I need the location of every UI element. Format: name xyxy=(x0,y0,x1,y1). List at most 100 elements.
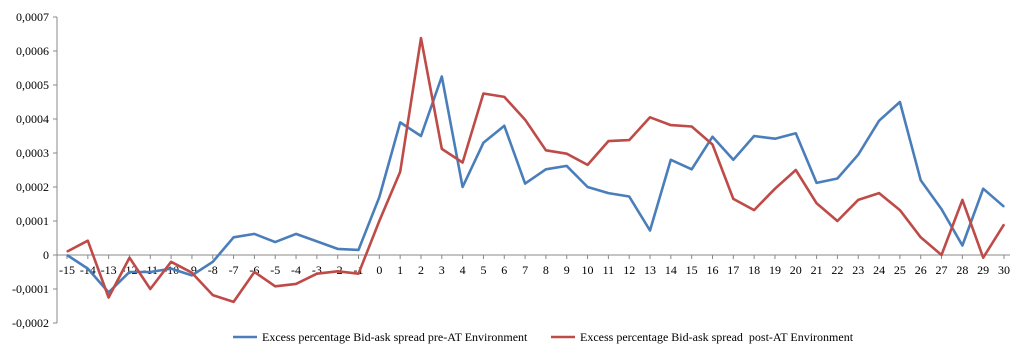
series-0-point xyxy=(66,254,68,256)
series-0-point xyxy=(87,268,89,270)
series-1-point xyxy=(1003,223,1005,225)
series-1-point xyxy=(503,96,505,98)
series-0-point xyxy=(816,182,818,184)
series-0-point xyxy=(212,261,214,263)
series-0-point xyxy=(899,101,901,103)
legend-label-1: Excess percentage Bid-ask spread post-AT… xyxy=(580,330,854,344)
series-0-point xyxy=(711,136,714,138)
series-0-point xyxy=(920,179,922,181)
x-tick-label: 8 xyxy=(543,263,549,277)
x-tick-label: -8 xyxy=(208,263,218,277)
series-1-point xyxy=(816,202,818,204)
series-1-point xyxy=(899,209,901,211)
x-tick-label: -13 xyxy=(101,263,117,277)
series-1-point xyxy=(232,301,235,303)
x-tick-label: 27 xyxy=(936,263,948,277)
series-1-point xyxy=(357,273,360,275)
x-tick-label: 3 xyxy=(439,263,445,277)
series-1-point xyxy=(878,192,880,194)
series-1-point xyxy=(524,119,526,121)
series-0-point xyxy=(753,135,755,137)
y-tick-label: 0,0004 xyxy=(16,112,49,126)
series-1-point xyxy=(836,220,839,222)
series-0-point xyxy=(191,274,193,276)
x-tick-label: 17 xyxy=(727,263,739,277)
series-1-point xyxy=(128,257,131,259)
series-0-point xyxy=(940,208,943,210)
series-1-point xyxy=(857,199,859,201)
x-tick-label: 6 xyxy=(501,263,507,277)
series-1-point xyxy=(753,209,755,211)
series-1-point xyxy=(711,143,714,146)
series-0-point xyxy=(108,291,110,293)
series-1-point xyxy=(441,148,443,150)
series-1-point xyxy=(649,116,651,118)
series-0-point xyxy=(503,125,505,127)
series-0-point xyxy=(732,159,734,161)
series-1-point xyxy=(108,296,110,299)
x-tick-label: 22 xyxy=(831,263,843,277)
series-0-point xyxy=(836,177,839,180)
x-tick-label: -5 xyxy=(270,263,280,277)
series-1-point xyxy=(274,285,276,287)
series-lines xyxy=(66,36,1006,304)
x-tick-label: 23 xyxy=(852,263,864,277)
series-1-point xyxy=(482,92,485,95)
series-0-point xyxy=(462,186,464,188)
series-line-0 xyxy=(66,75,1005,294)
y-tick-label: 0,0002 xyxy=(16,180,49,194)
y-tick-label: 0,0006 xyxy=(16,44,49,58)
series-0-point xyxy=(482,142,485,144)
series-line-1 xyxy=(66,36,1006,304)
series-0-point xyxy=(253,233,255,235)
series-0-point xyxy=(586,186,589,188)
series-1-point xyxy=(170,261,172,263)
series-0-point xyxy=(357,249,360,251)
series-0-point xyxy=(670,159,672,161)
y-tick-label: -0,0002 xyxy=(12,316,49,330)
legend-label-0: Excess percentage Bid-ask spread pre-AT … xyxy=(262,330,528,344)
series-1-point xyxy=(628,139,630,141)
x-tick-label: -1 xyxy=(354,263,364,277)
series-0-point xyxy=(691,168,693,170)
x-tick-label: 16 xyxy=(706,263,718,277)
series-1-point xyxy=(940,254,943,256)
series-1-point xyxy=(191,272,193,274)
x-tick-label: 9 xyxy=(564,263,570,277)
x-tick-label: -11 xyxy=(143,263,159,277)
x-tick-label: -15 xyxy=(59,263,75,277)
legend: Excess percentage Bid-ask spread pre-AT … xyxy=(233,330,854,344)
series-0-point xyxy=(795,132,797,134)
x-tick-label: -9 xyxy=(187,263,197,277)
series-0-point xyxy=(566,165,568,167)
series-0-point xyxy=(128,271,131,273)
x-tick-label: 29 xyxy=(977,263,989,277)
x-tick-label: -2 xyxy=(333,263,343,277)
series-1-point xyxy=(87,240,89,242)
x-tick-label: 4 xyxy=(460,263,466,277)
series-0-point xyxy=(961,244,963,247)
series-0-point xyxy=(170,268,172,270)
y-tick-labels: -0,0002 -0,0001 0 0,0001 0,0002 0,0003 0,0004 0… xyxy=(12,10,49,330)
x-tick-label: 19 xyxy=(769,263,781,277)
series-0-point xyxy=(295,233,297,235)
y-tick-label: 0,0001 xyxy=(16,214,49,228)
series-0-point xyxy=(607,192,609,194)
series-1-point xyxy=(545,149,547,151)
series-0-point xyxy=(545,168,547,170)
x-tick-label: 12 xyxy=(623,263,635,277)
x-tick-label: 26 xyxy=(915,263,927,277)
x-tick-label: 18 xyxy=(748,263,760,277)
series-1-point xyxy=(462,161,464,164)
series-1-point xyxy=(420,37,422,39)
series-0-point xyxy=(982,188,984,190)
y-tick-label: 0,0007 xyxy=(16,10,49,24)
x-tick-label: -4 xyxy=(291,263,301,277)
series-1-point xyxy=(920,236,922,238)
series-1-point xyxy=(586,164,589,166)
x-tick-label: 24 xyxy=(873,263,885,277)
series-0-point xyxy=(774,138,776,140)
x-tick-label: -7 xyxy=(229,263,239,277)
